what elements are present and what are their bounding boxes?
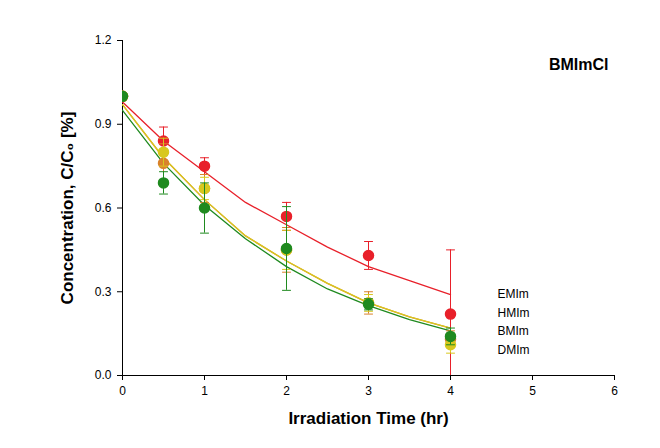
svg-text:HMIm: HMIm	[498, 306, 530, 320]
svg-text:Irradiation Time (hr): Irradiation Time (hr)	[288, 409, 448, 428]
svg-text:BMIm: BMIm	[498, 324, 529, 338]
svg-text:BMImCl: BMImCl	[549, 56, 609, 73]
svg-text:0.6: 0.6	[95, 201, 112, 215]
svg-text:DMIm: DMIm	[498, 343, 530, 357]
svg-text:6: 6	[611, 384, 618, 398]
svg-text:5: 5	[529, 384, 536, 398]
svg-text:1.2: 1.2	[95, 33, 112, 47]
svg-text:0.3: 0.3	[95, 285, 112, 299]
svg-text:4: 4	[447, 384, 454, 398]
svg-text:1: 1	[201, 384, 208, 398]
svg-text:3: 3	[365, 384, 372, 398]
svg-text:0: 0	[119, 384, 126, 398]
svg-text:0.0: 0.0	[95, 368, 112, 382]
svg-text:0.9: 0.9	[95, 117, 112, 131]
svg-text:2: 2	[283, 384, 290, 398]
svg-text:Concentration, C/C₀ [%]: Concentration, C/C₀ [%]	[58, 112, 77, 305]
svg-text:EMIm: EMIm	[498, 287, 529, 301]
